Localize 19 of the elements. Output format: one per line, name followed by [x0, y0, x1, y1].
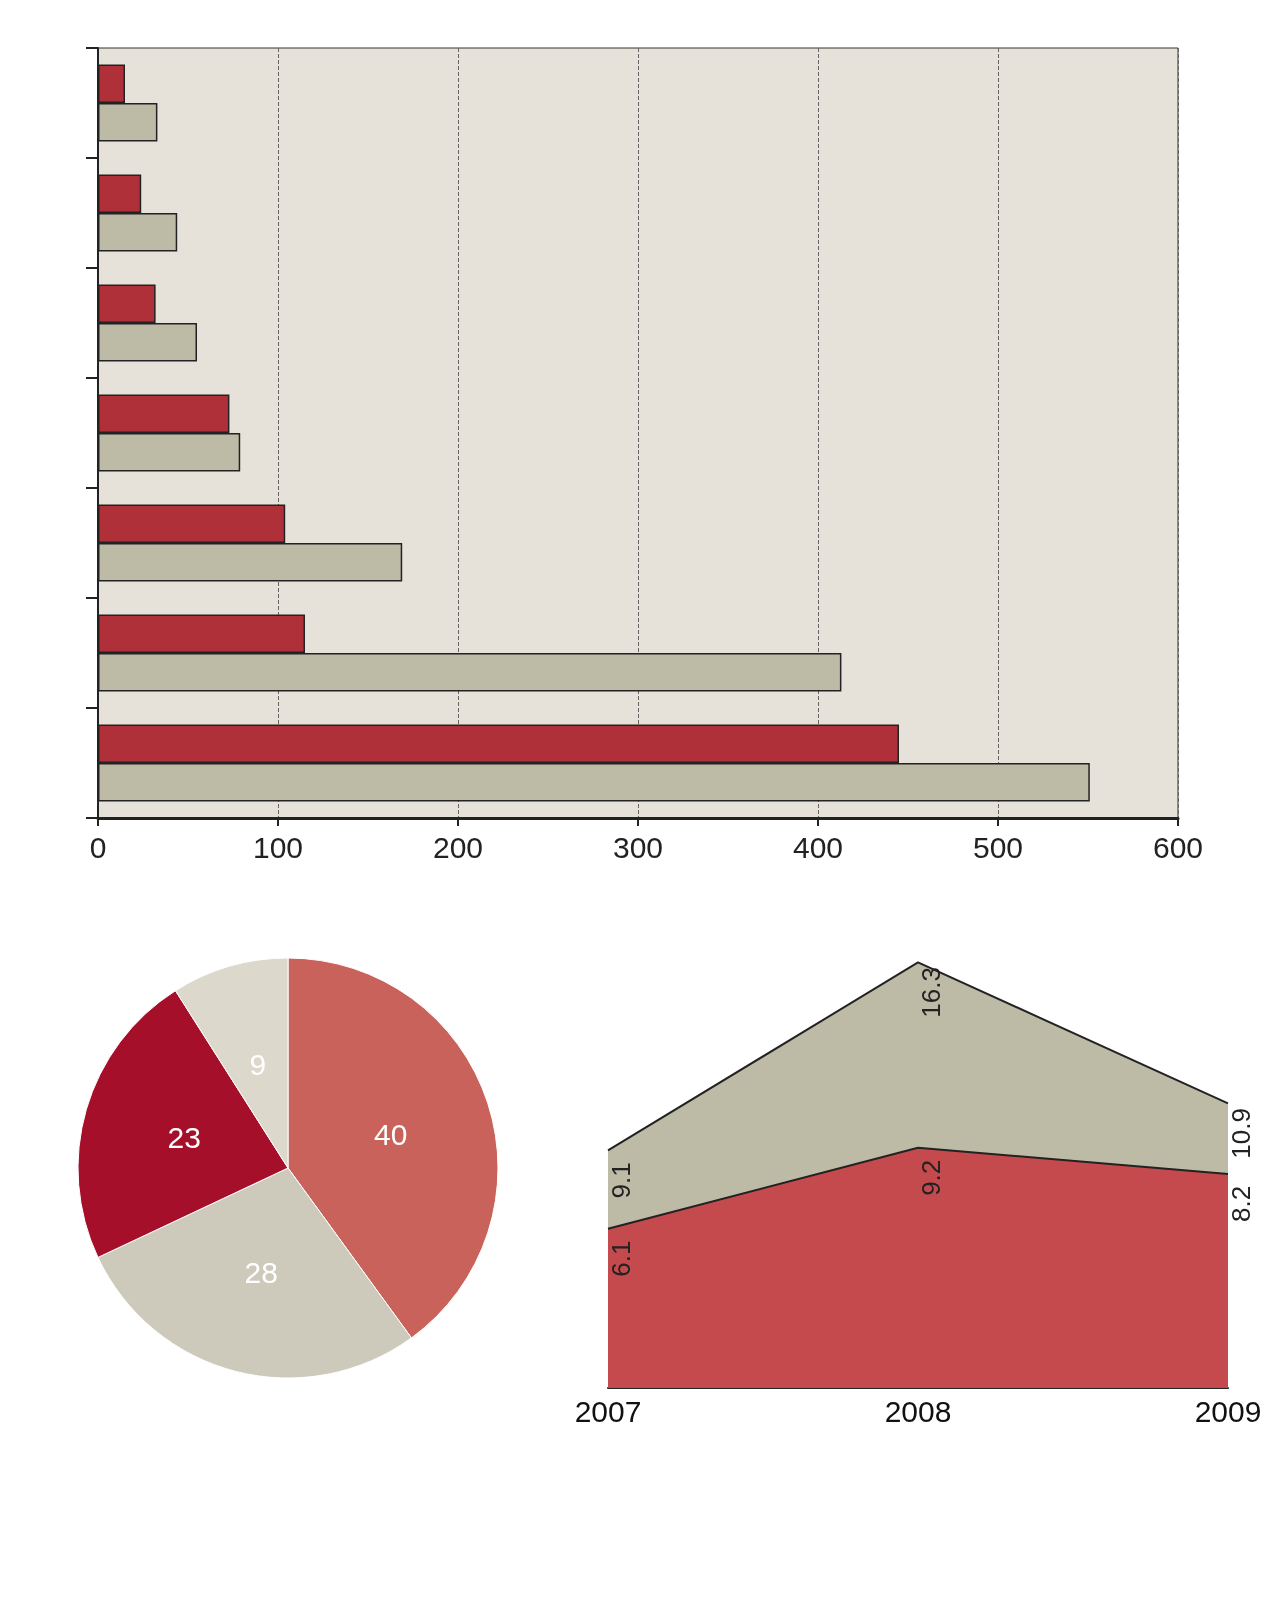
data-label: 40	[374, 1118, 408, 1152]
x-tick-label: 100	[252, 830, 304, 864]
x-tick-label: 600	[1152, 830, 1204, 864]
data-label: 8.2	[1226, 1185, 1256, 1222]
data-label: 23	[167, 1121, 201, 1155]
data-label: 10.9	[1226, 1108, 1256, 1159]
x-tick-label: 300	[612, 830, 664, 864]
x-tick-label: 2009	[1194, 1394, 1262, 1428]
data-label: 9.1	[606, 1162, 636, 1199]
data-label: 28	[244, 1256, 278, 1290]
data-label: 9.2	[916, 1159, 946, 1196]
x-tick-label: 2007	[574, 1394, 642, 1428]
x-tick-label: 2008	[884, 1394, 952, 1428]
x-tick-label: 0	[89, 830, 107, 864]
x-tick-label: 500	[972, 830, 1024, 864]
x-tick-label: 400	[792, 830, 844, 864]
data-label: 16.3	[916, 967, 946, 1018]
data-label: 6.1	[606, 1240, 636, 1277]
x-tick-label: 200	[432, 830, 484, 864]
